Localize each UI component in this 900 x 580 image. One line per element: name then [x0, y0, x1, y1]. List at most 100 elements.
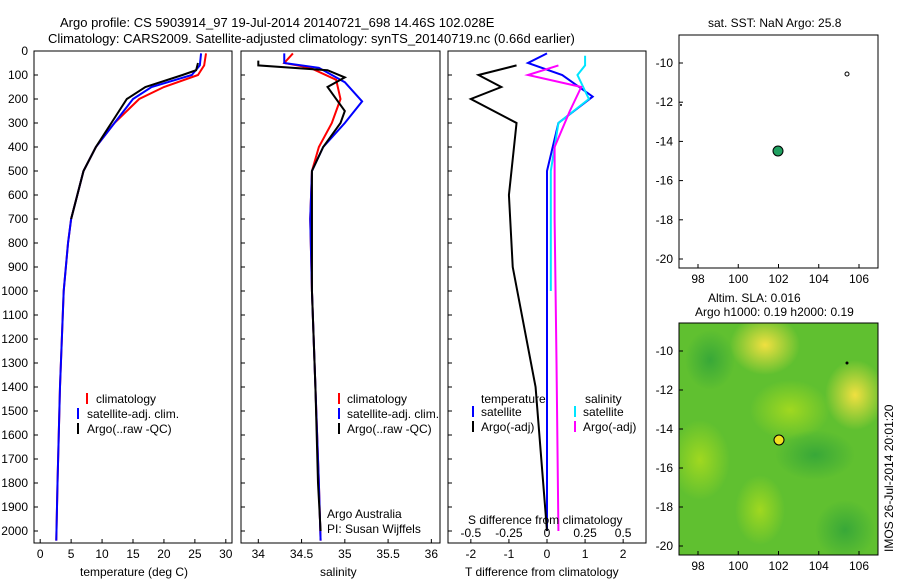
depth-tick-label: 1500: [1, 404, 28, 418]
depth-tick-label: 600: [8, 188, 28, 202]
depth-tick-label: 800: [8, 236, 28, 250]
x-tick-label: 36: [425, 547, 439, 561]
map-top-axes: 98 100 102 104 106 -10 -12 -14 -16 -18 -20: [656, 56, 870, 286]
depth-tick-label: 400: [8, 140, 28, 154]
x-tick-label: 10: [95, 547, 109, 561]
temperature-legend: climatology satellite-adj. clim. Argo(..…: [77, 392, 179, 436]
salinity-plot: 34 34.5 35 35.5 36: [252, 52, 439, 561]
depth-tick-label: 700: [8, 212, 28, 226]
series-line: [283, 53, 364, 541]
legend-t-argo: Argo(-adj): [481, 420, 534, 434]
legend-climatology: climatology: [96, 392, 156, 406]
footer-timestamp: IMOS 26-Jul-2014 20:01:20: [882, 404, 896, 552]
map-top-title: sat. SST: NaN Argo: 25.8: [708, 16, 842, 30]
depth-tick-label: 1200: [1, 332, 28, 346]
depth-tick-label: 1800: [1, 476, 28, 490]
x-tick-label: 5: [68, 547, 75, 561]
depth-tick-label: 1100: [2, 308, 28, 322]
map-bottom-title1: Altim. SLA: 0.016: [708, 291, 801, 305]
header-line1: Argo profile: CS 5903914_97 19-Jul-2014 …: [60, 15, 495, 30]
depth-tick-label: 1600: [1, 428, 28, 442]
map-x-tick-label: 104: [809, 272, 829, 286]
map-x-tick-label: 100: [728, 272, 748, 286]
x-top-tick-label: 0.25: [573, 526, 597, 540]
map-y-tick-label: -14: [656, 422, 674, 436]
legend-s-satellite: satellite: [583, 405, 624, 419]
x-tick-label: 30: [219, 547, 233, 561]
series-line: [55, 53, 203, 541]
x-top-tick-label: 0.5: [615, 526, 632, 540]
difference-xlabel: T difference from climatology: [465, 565, 619, 579]
x-tick-label: -2: [466, 547, 477, 561]
x-tick-label: 35.5: [376, 547, 400, 561]
difference-plot: -2 -1 0 1 2 -0.5 -0.25 0 0.25 0.5: [461, 52, 632, 561]
x-top-tick-label: 0: [544, 526, 551, 540]
temperature-plot: 0 5 10 15 20 25 30: [37, 53, 233, 561]
map-x-tick-label: 100: [728, 559, 748, 573]
depth-tick-label: 200: [8, 92, 28, 106]
x-tick-label: -1: [504, 547, 515, 561]
difference-legend: temperature salinity satellite Argo(-adj…: [472, 392, 636, 434]
legend-salinity-heading: salinity: [585, 392, 622, 406]
series-line: [257, 60, 348, 532]
map-y-tick-label: -20: [656, 252, 674, 266]
depth-tick-label: 1400: [1, 380, 28, 394]
difference-xlabel-top: S difference from climatology: [468, 513, 623, 527]
map-bottom-axes: 98 100 102 104 106 -10 -12 -14 -16 -18 -20: [656, 344, 870, 573]
map-y-tick-label: -20: [656, 539, 674, 553]
x-tick-label: 34.5: [290, 547, 314, 561]
legend-t-satellite: satellite: [481, 405, 522, 419]
depth-tick-label: 2000: [1, 524, 28, 538]
map-x-tick-label: 102: [768, 272, 788, 286]
map-bottom-float-marker: [773, 434, 785, 446]
map-top-argo-dot-edge: [680, 104, 682, 106]
depth-tick-label: 100: [8, 68, 28, 82]
depth-tick-label: 1700: [1, 452, 28, 466]
depth-tick-label: 1000: [1, 284, 28, 298]
x-tick-label: 0: [544, 547, 551, 561]
map-x-tick-label: 98: [691, 559, 705, 573]
series-line: [468, 64, 548, 532]
map-x-tick-label: 106: [849, 272, 869, 286]
depth-tick-label: 1300: [1, 356, 28, 370]
map-x-tick-label: 102: [768, 559, 788, 573]
legend-climatology: climatology: [347, 392, 407, 406]
map-top-argo-dot: [844, 71, 850, 77]
map-y-tick-label: -16: [656, 174, 674, 188]
series-line: [549, 55, 591, 291]
salinity-panel-frame: [240, 50, 441, 544]
depth-tick-label: 0: [21, 44, 28, 58]
salinity-xlabel: salinity: [320, 565, 357, 579]
map-bottom-argo-dot: [845, 361, 849, 365]
annotation-pi: PI: Susan Wijffels: [327, 522, 421, 536]
map-y-tick-label: -12: [656, 95, 674, 109]
legend-argo: Argo(..raw -QC): [347, 422, 432, 436]
legend-satellite: satellite-adj. clim.: [347, 407, 439, 421]
x-tick-label: 20: [157, 547, 171, 561]
depth-tick-label: 300: [8, 116, 28, 130]
map-top-float-marker: [772, 145, 784, 157]
map-y-tick-label: -12: [656, 383, 674, 397]
temperature-xlabel: temperature (deg C): [80, 565, 188, 579]
x-tick-label: 25: [188, 547, 202, 561]
legend-satellite: satellite-adj. clim.: [87, 407, 179, 421]
x-tick-label: 2: [620, 547, 627, 561]
x-top-tick-label: -0.5: [461, 526, 482, 540]
map-y-tick-label: -16: [656, 461, 674, 475]
series-line: [525, 52, 595, 531]
annotation-argo-australia: Argo Australia: [327, 507, 402, 521]
series-line: [524, 64, 583, 532]
map-x-tick-label: 98: [691, 272, 705, 286]
series-line: [55, 53, 208, 541]
legend-s-argo: Argo(-adj): [583, 420, 636, 434]
x-tick-label: 15: [126, 547, 140, 561]
depth-tick-label: 500: [8, 164, 28, 178]
x-tick-label: 35: [338, 547, 352, 561]
x-tick-label: 0: [37, 547, 44, 561]
map-y-tick-label: -14: [656, 134, 674, 148]
map-y-tick-label: -18: [656, 213, 674, 227]
legend-temperature-heading: temperature: [481, 392, 546, 406]
salinity-legend: climatology satellite-adj. clim. Argo(..…: [327, 392, 439, 536]
series-line: [70, 62, 199, 220]
